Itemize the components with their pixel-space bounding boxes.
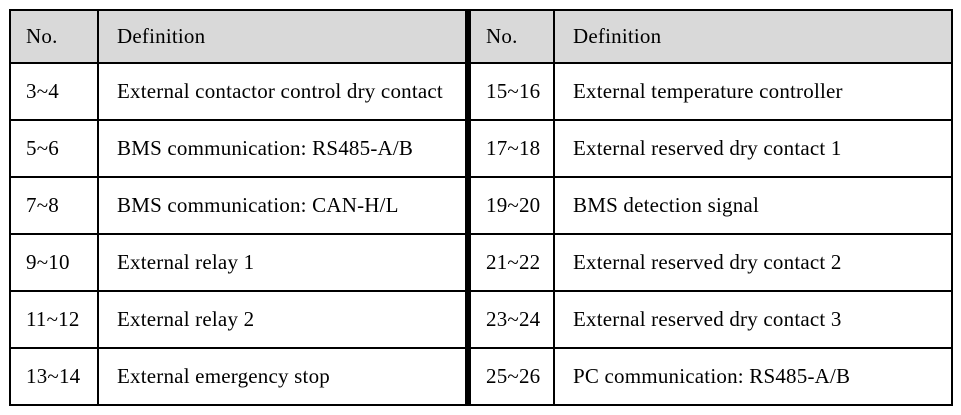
cell-no: 21~22	[471, 235, 555, 290]
cell-no: 19~20	[471, 178, 555, 233]
cell-no: 3~4	[11, 64, 99, 119]
cell-definition: PC communication: RS485-A/B	[573, 364, 851, 388]
table-header-row: No. Definition	[471, 11, 951, 62]
table-header-row: No. Definition	[11, 11, 465, 62]
table-row: 25~26 PC communication: RS485-A/B	[471, 347, 951, 404]
table-row: 13~14 External emergency stop	[11, 347, 465, 404]
header-cell-definition: Definition	[573, 24, 662, 48]
cell-definition: BMS detection signal	[573, 193, 759, 217]
pin-table-left: No. Definition 3~4 External contactor co…	[9, 9, 467, 406]
table-row: 3~4 External contactor control dry conta…	[11, 62, 465, 119]
table-row: 21~22 External reserved dry contact 2	[471, 233, 951, 290]
cell-definition: External emergency stop	[117, 364, 330, 388]
table-row: 11~12 External relay 2	[11, 290, 465, 347]
table-row: 15~16 External temperature controller	[471, 62, 951, 119]
cell-definition: BMS communication: RS485-A/B	[117, 136, 414, 160]
table-row: 9~10 External relay 1	[11, 233, 465, 290]
cell-definition: External reserved dry contact 3	[573, 307, 842, 331]
cell-no: 13~14	[11, 349, 99, 404]
cell-no: 11~12	[11, 292, 99, 347]
pin-table-right: No. Definition 15~16 External temperatur…	[469, 9, 953, 406]
cell-definition: External relay 1	[117, 250, 255, 274]
table-row: 5~6 BMS communication: RS485-A/B	[11, 119, 465, 176]
terminal-definition-table: No. Definition 3~4 External contactor co…	[9, 9, 953, 406]
cell-no: 23~24	[471, 292, 555, 347]
table-row: 17~18 External reserved dry contact 1	[471, 119, 951, 176]
table-row: 23~24 External reserved dry contact 3	[471, 290, 951, 347]
cell-definition: External reserved dry contact 2	[573, 250, 842, 274]
cell-definition: BMS communication: CAN-H/L	[117, 193, 399, 217]
table-row: 7~8 BMS communication: CAN-H/L	[11, 176, 465, 233]
table-row: 19~20 BMS detection signal	[471, 176, 951, 233]
cell-no: 9~10	[11, 235, 99, 290]
cell-no: 7~8	[11, 178, 99, 233]
cell-no: 25~26	[471, 349, 555, 404]
cell-no: 17~18	[471, 121, 555, 176]
header-cell-definition: Definition	[117, 24, 206, 48]
cell-definition: External reserved dry contact 1	[573, 136, 842, 160]
cell-definition: External relay 2	[117, 307, 255, 331]
header-cell-no: No.	[11, 11, 99, 62]
cell-definition: External temperature controller	[573, 79, 843, 103]
header-cell-no: No.	[471, 11, 555, 62]
cell-no: 15~16	[471, 64, 555, 119]
cell-no: 5~6	[11, 121, 99, 176]
cell-definition: External contactor control dry contact	[117, 79, 443, 103]
